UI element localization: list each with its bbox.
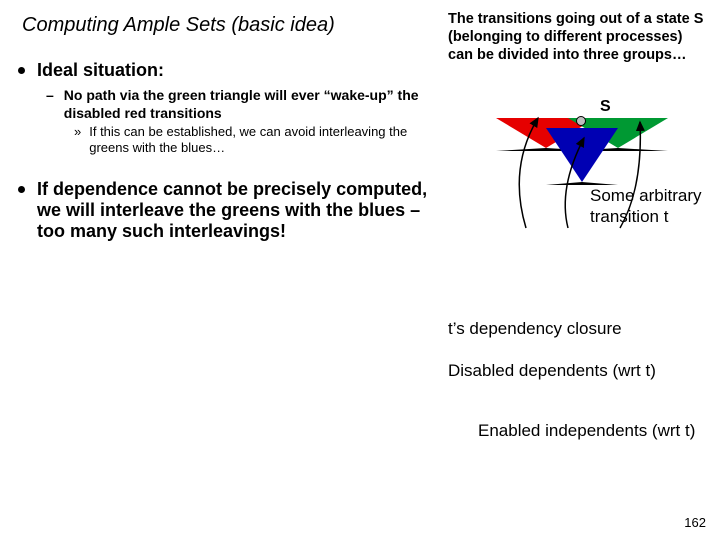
closure-label: t’s dependency closure	[448, 318, 708, 339]
subbullet-1-text: No path via the green triangle will ever…	[64, 87, 428, 122]
left-column: Ideal situation: – No path via the green…	[18, 60, 428, 248]
triangle-diagram: S Some arbitrary transition t	[448, 78, 708, 248]
dash-icon: –	[46, 87, 54, 104]
bullet-2-text: If dependence cannot be precisely comput…	[37, 179, 428, 242]
bullet-dot-icon	[18, 186, 25, 193]
bullet-1-text: Ideal situation:	[37, 60, 164, 81]
page-number: 162	[684, 515, 706, 530]
s-label: S	[600, 98, 611, 116]
raquo-icon: »	[74, 124, 81, 140]
right-column: The transitions going out of a state S (…	[448, 10, 708, 248]
enabled-independents-label: Enabled independents (wrt t)	[478, 420, 708, 441]
blue-triangle	[546, 128, 618, 185]
subbullet-1: – No path via the green triangle will ev…	[46, 87, 428, 122]
arbitrary-transition-label: Some arbitrary transition t	[590, 186, 708, 227]
subbullet-2: » If this can be established, we can avo…	[74, 124, 428, 157]
page-title: Computing Ample Sets (basic idea)	[22, 14, 335, 37]
bullet-dot-icon	[18, 67, 25, 74]
bullet-2: If dependence cannot be precisely comput…	[18, 179, 428, 242]
disabled-dependents-label: Disabled dependents (wrt t)	[448, 360, 708, 381]
intro-text: The transitions going out of a state S (…	[448, 10, 708, 64]
subbullet-2-text: If this can be established, we can avoid…	[89, 124, 428, 157]
bullet-1: Ideal situation:	[18, 60, 428, 81]
